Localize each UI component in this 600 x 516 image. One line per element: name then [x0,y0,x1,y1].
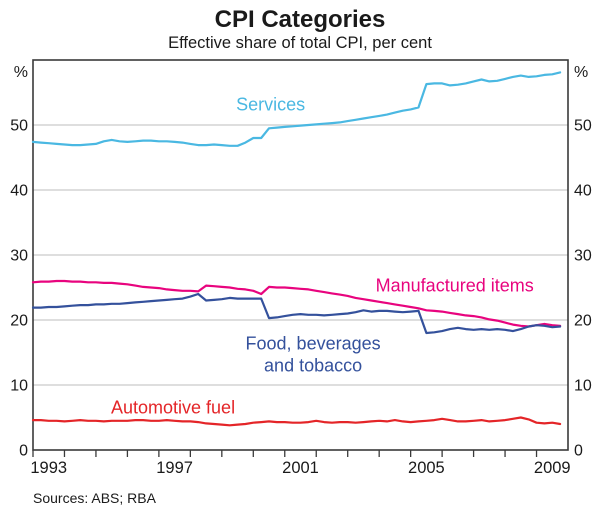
percent-symbol-right: % [574,64,588,81]
percent-symbol-left: % [14,64,28,81]
chart-title: CPI Categories [214,6,386,33]
y-label-left-10: 10 [10,378,28,395]
series-label-automotive-fuel: Automotive fuel [111,398,235,418]
y-label-right-30: 30 [574,248,592,265]
y-label-left-0: 0 [19,443,28,460]
series-label-food-beverages-and-tobacco: Food, beverages [246,333,381,353]
series-line-food-beverages-and-tobacco [31,292,562,335]
y-label-right-0: 0 [574,443,583,460]
y-label-left-40: 40 [10,183,28,200]
y-label-right-50: 50 [574,118,592,135]
chart-subtitle: Effective share of total CPI, per cent [168,34,432,52]
x-label-2009: 2009 [534,459,571,477]
plot-border [32,59,569,451]
series-label-manufactured-items: Manufactured items [376,275,534,295]
series-line-services [31,71,562,147]
series-label-services: Services [236,95,305,115]
y-label-left-30: 30 [10,248,28,265]
x-label-2005: 2005 [408,459,445,477]
series-line-manufactured-items [31,279,562,328]
y-label-right-10: 10 [574,378,592,395]
y-label-right-20: 20 [574,313,592,330]
y-label-left-20: 20 [10,313,28,330]
y-label-left-50: 50 [10,118,28,135]
series-label-food-beverages-and-tobacco-line2: and tobacco [264,355,362,375]
x-label-1993: 1993 [30,459,67,477]
x-label-1997: 1997 [156,459,193,477]
x-label-2001: 2001 [282,459,319,477]
y-label-right-40: 40 [574,183,592,200]
sources-note: Sources: ABS; RBA [33,490,156,506]
series-line-automotive-fuel [31,416,562,427]
